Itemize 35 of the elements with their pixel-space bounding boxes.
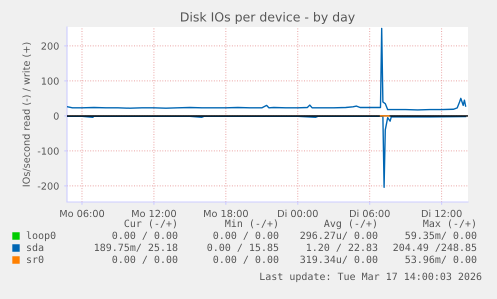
x-tick-label: Di 12:00 bbox=[422, 210, 462, 218]
line-series bbox=[67, 28, 466, 111]
y-tick-label: 0 bbox=[54, 112, 59, 120]
x-tick-label: Mo 12:00 bbox=[132, 210, 176, 218]
text: 0.00 / 0.00 bbox=[213, 232, 278, 240]
legend-label: sr0 bbox=[27, 256, 44, 264]
text: 296.27u/ 0.00 bbox=[300, 232, 378, 240]
text: Max (-/+) bbox=[423, 219, 475, 228]
text: Cur (-/+) bbox=[124, 219, 176, 228]
text: 189.75m/ 25.18 bbox=[94, 244, 178, 252]
text: 0.00 / 0.00 bbox=[112, 232, 178, 240]
y-tick-label: 200 bbox=[42, 42, 59, 50]
y-tick-label: -100 bbox=[38, 147, 59, 155]
text: 0.00 / 0.00 bbox=[112, 256, 178, 264]
text: 0.00 / 15.85 bbox=[207, 244, 278, 252]
text: 1.20 / 22.83 bbox=[306, 244, 378, 252]
text: 204.49 /248.85 bbox=[393, 244, 476, 252]
x-tick-label: Di 06:00 bbox=[350, 210, 390, 218]
x-tick-label: Mo 18:00 bbox=[204, 210, 248, 218]
x-tick-label: Di 00:00 bbox=[278, 210, 318, 218]
text: 319.34u/ 0.00 bbox=[300, 256, 378, 264]
text: 0.00 / 0.00 bbox=[213, 256, 278, 264]
y-tick-label: 100 bbox=[42, 77, 59, 85]
legend-label: loop0 bbox=[26, 231, 56, 242]
text: 53.96m/ 0.00 bbox=[405, 256, 476, 264]
text: Last update: Tue Mar 17 14:00:03 2026 bbox=[260, 272, 482, 282]
text: 59.35m/ 0.00 bbox=[405, 232, 476, 240]
text: Min (-/+) bbox=[225, 219, 277, 228]
legend-label: sda bbox=[27, 243, 44, 252]
y-axis-title: IOs/second read (-) / write (+) bbox=[22, 42, 31, 186]
text: Avg (-/+) bbox=[324, 219, 376, 230]
line-series bbox=[67, 116, 466, 188]
x-tick-label: Mo 06:00 bbox=[60, 210, 104, 218]
y-tick-label: -200 bbox=[38, 182, 59, 190]
chart-title: Disk IOs per device - by day bbox=[181, 12, 355, 24]
